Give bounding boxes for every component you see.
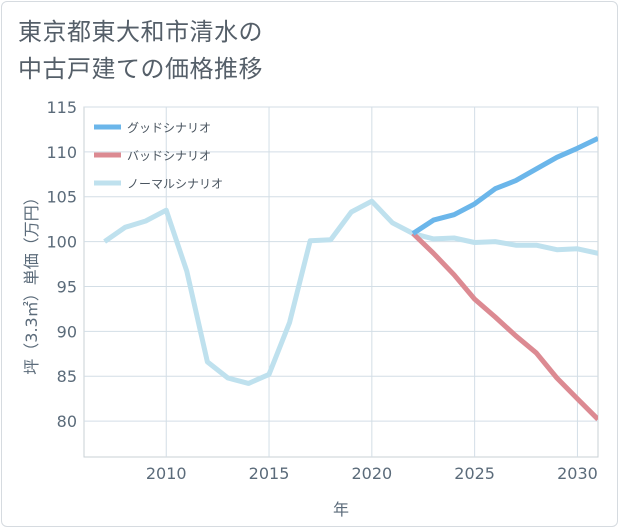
y-tick-label: 105: [46, 188, 77, 207]
y-tick-label: 90: [57, 322, 77, 341]
x-tick-label: 2030: [557, 464, 598, 483]
x-tick-label: 2020: [351, 464, 392, 483]
series-lines: [103, 136, 598, 422]
y-tick-label: 115: [46, 98, 77, 117]
y-tick-label: 95: [57, 277, 77, 296]
y-tick-label: 80: [57, 412, 77, 431]
x-tick-label: 2025: [454, 464, 495, 483]
y-tick-label: 100: [46, 233, 77, 252]
series-line-1: [411, 231, 598, 422]
series-line-2: [103, 198, 598, 386]
y-axis-label: 坪（3.3㎡）単価（万円）: [22, 189, 41, 374]
plot-area: [83, 106, 599, 458]
chart-title-line-2: 中古戸建ての価格推移: [18, 55, 263, 83]
series-line-0: [411, 136, 598, 236]
x-axis-label: 年: [333, 500, 349, 519]
legend-label: グッドシナリオ: [127, 121, 211, 135]
x-axis-ticks: 2010 2015 2020 2025 2030: [146, 464, 598, 483]
y-axis-ticks: 80 85 90 95 100 105 110 115: [46, 98, 77, 431]
legend-label: ノーマルシナリオ: [127, 177, 223, 191]
y-tick-label: 85: [57, 367, 77, 386]
x-tick-label: 2015: [249, 464, 290, 483]
x-tick-label: 2010: [146, 464, 187, 483]
chart-title: 東京都東大和市清水の 中古戸建ての価格推移: [18, 14, 538, 88]
y-tick-label: 110: [46, 143, 77, 162]
legend-label: バッドシナリオ: [127, 149, 211, 163]
chart-title-line-1: 東京都東大和市清水の: [18, 18, 263, 46]
